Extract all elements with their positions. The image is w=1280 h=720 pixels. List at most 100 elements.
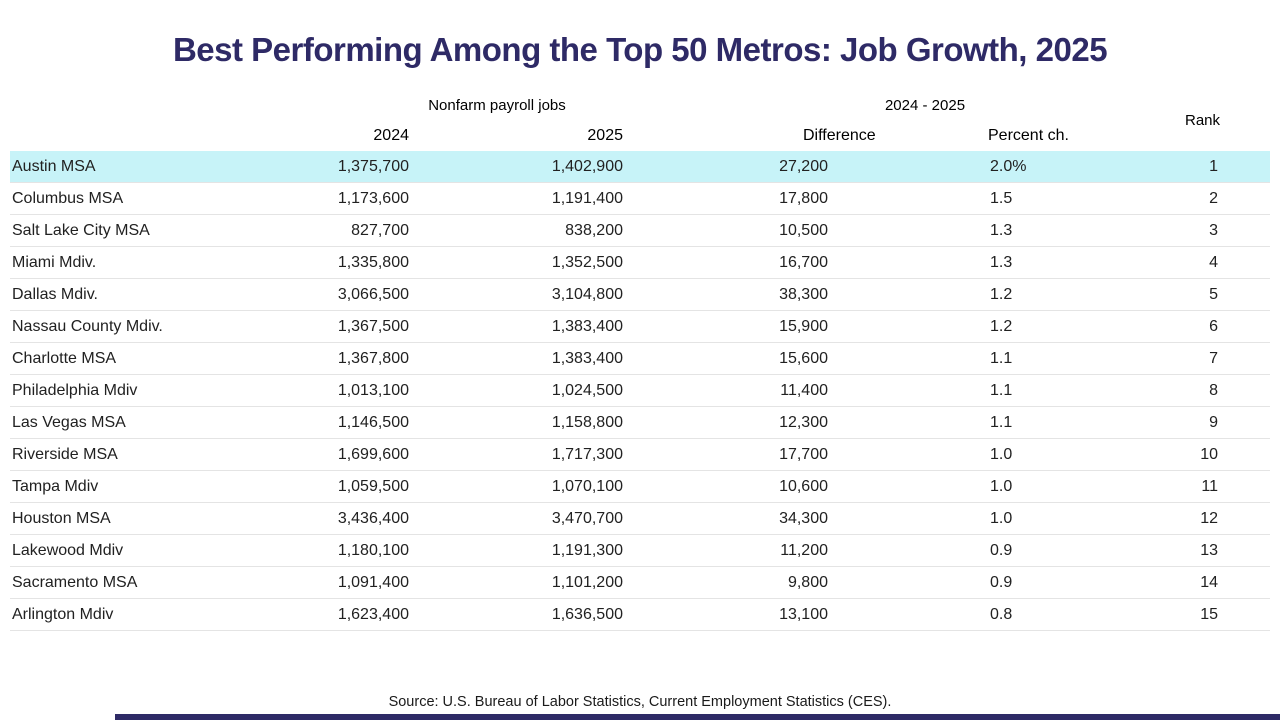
jobs-2024-cell: 3,436,400 <box>337 509 409 527</box>
difference-cell: 27,200 <box>779 157 828 175</box>
percent-change-cell: 2.0% <box>990 157 1027 175</box>
percent-change-cell: 1.3 <box>990 221 1013 239</box>
percent-change-cell: 0.9 <box>990 573 1013 591</box>
percent-change-cell: 1.3 <box>990 253 1013 271</box>
difference-cell: 11,400 <box>780 381 828 399</box>
metro-name-cell: Las Vegas MSA <box>12 413 126 431</box>
jobs-2024-cell: 1,367,800 <box>337 349 409 367</box>
jobs-2024-cell: 827,700 <box>351 221 409 239</box>
jobs-2024-cell: 1,335,800 <box>337 253 409 271</box>
percent-change-cell: 1.1 <box>990 413 1013 431</box>
rank-cell: 6 <box>1209 317 1219 335</box>
rank-cell: 12 <box>1200 509 1219 527</box>
table-row: Philadelphia Mdiv 1,013,100 1,024,500 11… <box>10 375 1271 407</box>
jobs-2025-cell: 1,158,800 <box>551 413 623 431</box>
jobs-2025-cell: 1,191,300 <box>551 541 623 559</box>
jobs-2024-cell: 1,623,400 <box>337 605 409 623</box>
rank-cell: 11 <box>1201 477 1219 495</box>
metro-name-cell: Houston MSA <box>12 509 111 527</box>
percent-change-cell: 1.1 <box>990 349 1013 367</box>
percent-change-cell: 1.5 <box>990 189 1013 207</box>
rank-cell: 3 <box>1209 221 1219 239</box>
metro-name-cell: Austin MSA <box>12 157 96 175</box>
percent-change-cell: 1.2 <box>990 317 1013 335</box>
jobs-2024-cell: 1,013,100 <box>337 381 409 399</box>
jobs-2025-cell: 1,717,300 <box>551 445 623 463</box>
jobs-2024-cell: 1,173,600 <box>337 189 409 207</box>
column-header-2025: 2025 <box>587 126 623 144</box>
table-row: Salt Lake City MSA 827,700 838,200 10,50… <box>10 215 1271 247</box>
column-header-2024: 2024 <box>373 126 409 144</box>
metro-name-cell: Dallas Mdiv. <box>12 285 98 303</box>
metro-name-cell: Lakewood Mdiv <box>12 541 124 559</box>
table-body: Austin MSA 1,375,700 1,402,900 27,200 2.… <box>10 150 1271 631</box>
jobs-2025-cell: 3,104,800 <box>551 285 623 303</box>
rank-cell: 10 <box>1200 445 1219 463</box>
metro-name-cell: Philadelphia Mdiv <box>12 381 138 399</box>
table-row: Tampa Mdiv 1,059,500 1,070,100 10,600 1.… <box>10 471 1271 503</box>
page-title: Best Performing Among the Top 50 Metros:… <box>172 31 1108 68</box>
metro-job-growth-table: Nonfarm payroll jobs 2024 - 2025 Rank 20… <box>10 91 1271 632</box>
difference-cell: 11,200 <box>780 541 828 559</box>
rank-cell: 9 <box>1209 413 1219 431</box>
percent-change-cell: 1.0 <box>990 445 1013 463</box>
jobs-2025-cell: 1,024,500 <box>551 381 623 399</box>
source-note: Source: U.S. Bureau of Labor Statistics,… <box>388 694 892 710</box>
rank-cell: 4 <box>1209 253 1219 271</box>
jobs-2025-cell: 1,383,400 <box>551 317 623 335</box>
difference-cell: 34,300 <box>779 509 828 527</box>
jobs-2025-cell: 1,191,400 <box>551 189 623 207</box>
table-row: Houston MSA 3,436,400 3,470,700 34,300 1… <box>10 503 1271 535</box>
rank-cell: 13 <box>1200 541 1219 559</box>
difference-cell: 15,900 <box>779 317 828 335</box>
jobs-2024-cell: 1,146,500 <box>337 413 409 431</box>
metro-name-cell: Miami Mdiv. <box>12 253 97 271</box>
difference-cell: 13,100 <box>779 605 828 623</box>
rank-cell: 15 <box>1200 605 1219 623</box>
table-row: Sacramento MSA 1,091,400 1,101,200 9,800… <box>10 567 1271 599</box>
jobs-2025-cell: 838,200 <box>565 221 623 239</box>
jobs-2024-cell: 3,066,500 <box>337 285 409 303</box>
difference-cell: 10,500 <box>779 221 828 239</box>
table-row: Columbus MSA 1,173,600 1,191,400 17,800 … <box>10 183 1271 215</box>
jobs-2025-cell: 1,636,500 <box>551 605 623 623</box>
jobs-2025-cell: 1,101,200 <box>551 573 623 591</box>
table-header: Nonfarm payroll jobs 2024 - 2025 Rank 20… <box>10 91 1270 151</box>
difference-cell: 17,700 <box>779 445 828 463</box>
difference-cell: 15,600 <box>779 349 828 367</box>
column-header-rank: Rank <box>1184 112 1221 130</box>
table-row: Riverside MSA 1,699,600 1,717,300 17,700… <box>10 439 1271 471</box>
metro-name-cell: Columbus MSA <box>12 189 124 207</box>
difference-cell: 9,800 <box>787 573 828 591</box>
column-group-2024-2025: 2024 - 2025 <box>884 97 966 115</box>
metro-name-cell: Riverside MSA <box>12 445 118 463</box>
metro-name-cell: Salt Lake City MSA <box>12 221 150 239</box>
metro-column-header-empty <box>10 121 330 151</box>
percent-change-cell: 0.8 <box>990 605 1013 623</box>
metro-name-cell: Charlotte MSA <box>12 349 117 367</box>
jobs-2025-cell: 1,402,900 <box>551 157 623 175</box>
table-row: Las Vegas MSA 1,146,500 1,158,800 12,300… <box>10 407 1271 439</box>
table-row: Austin MSA 1,375,700 1,402,900 27,200 2.… <box>10 150 1271 183</box>
rank-cell: 14 <box>1200 573 1219 591</box>
rank-cell: 2 <box>1209 189 1219 207</box>
difference-cell: 38,300 <box>779 285 828 303</box>
difference-cell: 17,800 <box>779 189 828 207</box>
metro-name-cell: Sacramento MSA <box>12 573 138 591</box>
metro-name-cell: Nassau County Mdiv. <box>12 317 163 335</box>
jobs-2024-cell: 1,180,100 <box>337 541 409 559</box>
bottom-accent-bar <box>115 714 1280 720</box>
percent-change-cell: 1.2 <box>990 285 1013 303</box>
column-header-row: 2024 2025 Difference Percent ch. <box>10 121 1270 151</box>
rank-cell: 7 <box>1209 349 1219 367</box>
rank-cell: 1 <box>1209 157 1219 175</box>
jobs-2024-cell: 1,059,500 <box>337 477 409 495</box>
percent-change-cell: 0.9 <box>990 541 1013 559</box>
difference-cell: 16,700 <box>779 253 828 271</box>
rank-cell: 5 <box>1209 285 1219 303</box>
table-row: Nassau County Mdiv. 1,367,500 1,383,400 … <box>10 311 1271 343</box>
rank-cell: 8 <box>1209 381 1219 399</box>
percent-change-cell: 1.1 <box>990 381 1013 399</box>
jobs-2025-cell: 1,352,500 <box>551 253 623 271</box>
